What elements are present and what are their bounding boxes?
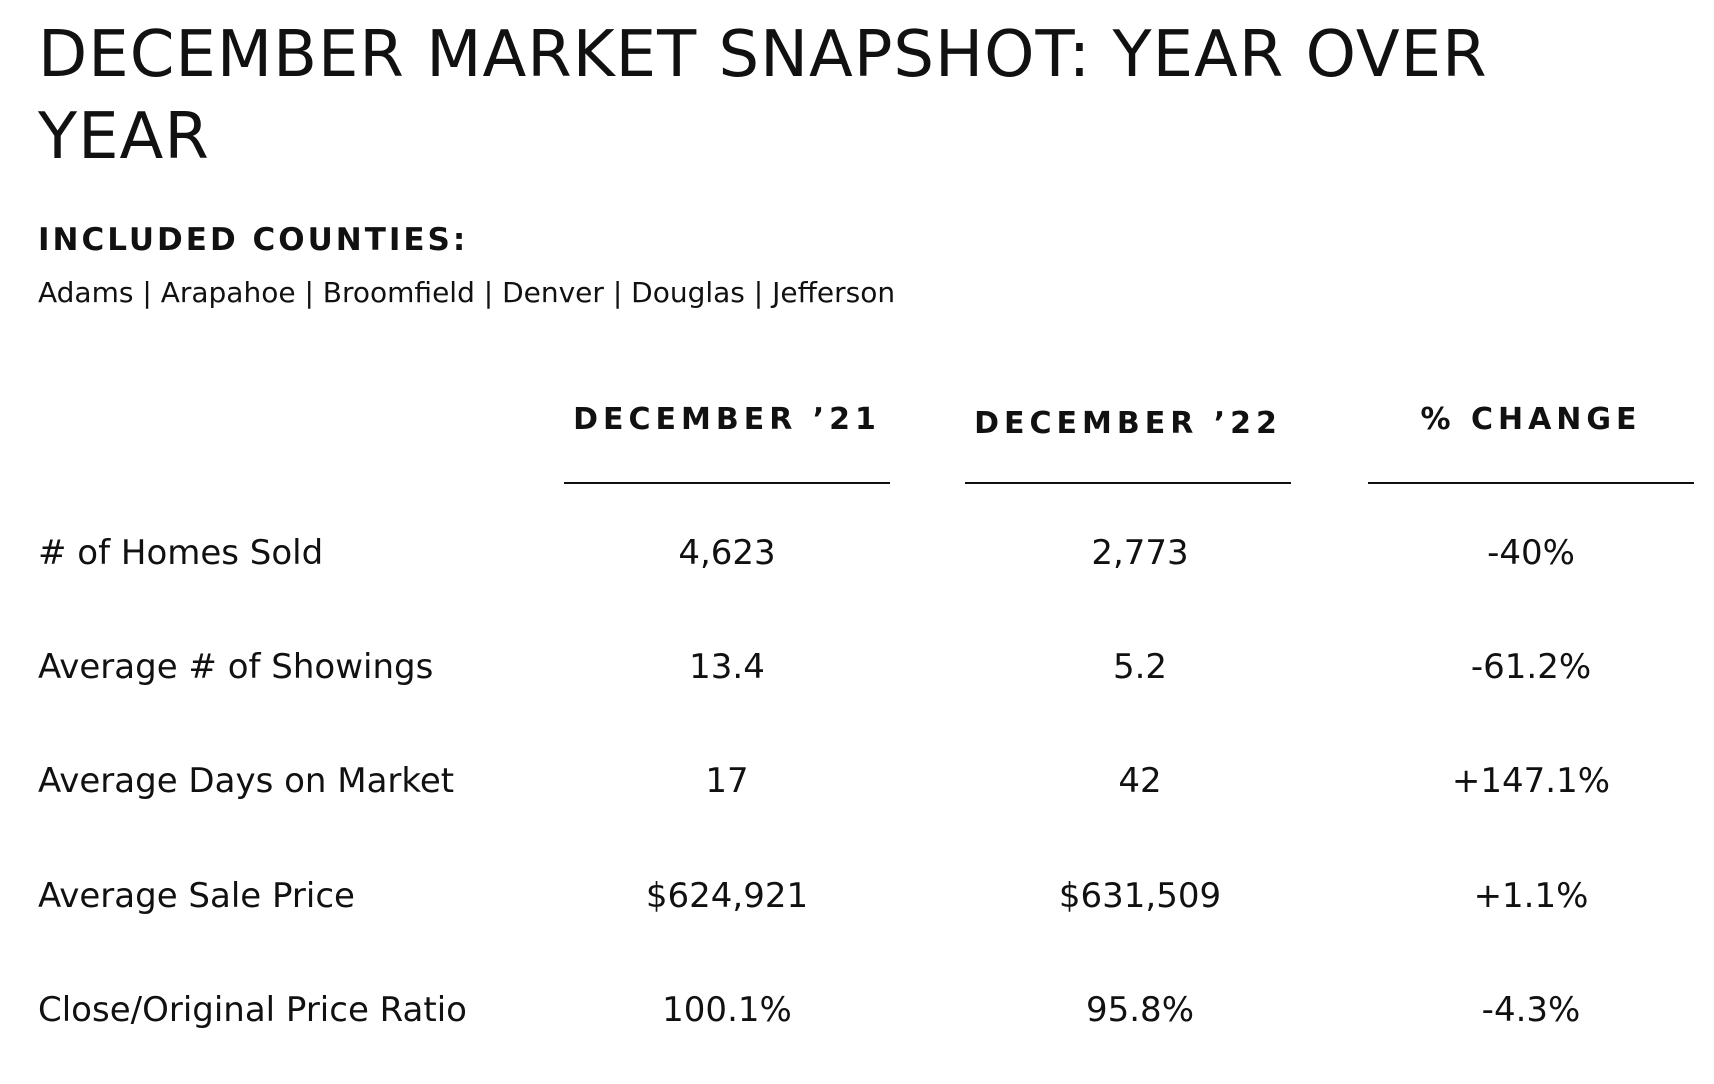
value-percent-change: +147.1% [1451, 761, 1611, 801]
column-header-label: DECEMBER ’22 [974, 406, 1282, 441]
row-label: Average Days on Market [38, 761, 455, 801]
value-percent-change: -61.2% [1470, 647, 1592, 687]
value-december-22: 5.2 [1112, 647, 1168, 687]
row-label: Close/Original Price Ratio [38, 990, 467, 1030]
row-label: Average # of Showings [38, 647, 434, 687]
value-december-21: 17 [705, 761, 749, 801]
value-percent-change: -40% [1487, 533, 1575, 573]
value-december-21: 100.1% [662, 990, 792, 1030]
column-header-label: % CHANGE [1420, 402, 1642, 437]
counties-list: Adams | Arapahoe | Broomfield | Denver |… [38, 276, 896, 309]
table-row-average-days-on-market: Average Days on Market 17 42 +147.1% [0, 756, 1714, 806]
value-december-22: 2,773 [1091, 533, 1189, 573]
table-row-close-original-price-ratio: Close/Original Price Ratio 100.1% 95.8% … [0, 985, 1714, 1035]
row-label: Average Sale Price [38, 876, 355, 916]
table-row-average-showings: Average # of Showings 13.4 5.2 -61.2% [0, 642, 1714, 692]
page-title: DECEMBER MARKET SNAPSHOT: YEAR OVER YEAR [38, 18, 1488, 174]
value-december-22: 42 [1118, 761, 1162, 801]
value-december-22: 95.8% [1085, 990, 1194, 1030]
value-percent-change: +1.1% [1473, 876, 1589, 916]
column-header-label: DECEMBER ’21 [573, 402, 881, 437]
row-label: # of Homes Sold [38, 533, 324, 573]
counties-heading: INCLUDED COUNTIES: [38, 222, 469, 258]
column-header-december-21: DECEMBER ’21 [564, 398, 890, 484]
value-december-21: $624,921 [645, 876, 809, 916]
table-row-homes-sold: # of Homes Sold 4,623 2,773 -40% [0, 528, 1714, 578]
value-december-21: 4,623 [678, 533, 776, 573]
value-percent-change: -4.3% [1481, 990, 1581, 1030]
column-header-percent-change: % CHANGE [1368, 398, 1694, 484]
value-december-22: $631,509 [1058, 876, 1222, 916]
table-row-average-sale-price: Average Sale Price $624,921 $631,509 +1.… [0, 871, 1714, 921]
column-header-december-22: DECEMBER ’22 [965, 398, 1291, 484]
value-december-21: 13.4 [689, 647, 765, 687]
